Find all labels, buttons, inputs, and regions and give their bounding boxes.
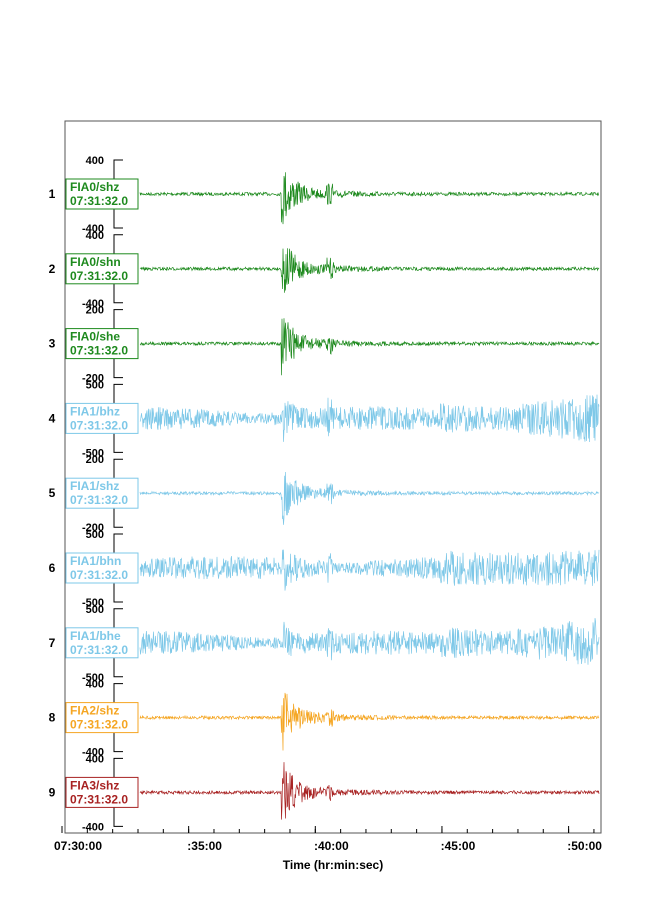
labels-group: 1400-400FIA0/shz07:31:32.02400-400FIA0/s… (49, 155, 139, 833)
amplitude-max-label: 400 (86, 230, 104, 242)
amplitude-max-label: 200 (86, 454, 104, 466)
trace-index: 6 (49, 561, 56, 575)
traces-group (139, 172, 600, 820)
trace-waveform (139, 762, 600, 820)
x-tick-label: :50:00 (567, 839, 602, 853)
channel-name: FIA1/bhe (70, 629, 121, 643)
channel-label-box (65, 328, 139, 360)
trace-waveform (139, 618, 600, 665)
channel-start-time: 07:31:32.0 (70, 194, 128, 208)
amplitude-min-label: -400 (82, 821, 104, 833)
x-tick-label: :45:00 (441, 839, 476, 853)
channel-label-box (65, 178, 139, 210)
trace-waveform (139, 471, 600, 525)
trace-index: 9 (49, 785, 56, 799)
x-tick-label: :35:00 (187, 839, 222, 853)
trace-index: 8 (49, 711, 56, 725)
trace-index: 2 (49, 262, 56, 276)
channel-name: FIA0/shn (70, 255, 121, 269)
channel-label-box (65, 702, 139, 734)
channel-start-time: 07:31:32.0 (70, 418, 128, 432)
x-axis-title: Time (hr:min:sec) (283, 858, 383, 872)
channel-label-box (65, 776, 139, 808)
channel-label-box (65, 627, 139, 659)
trace-index: 7 (49, 636, 56, 650)
amplitude-min-label: -200 (82, 373, 104, 385)
channel-start-time: 07:31:32.0 (70, 792, 128, 806)
amplitude-max-label: 400 (86, 753, 104, 765)
channel-name: FIA0/shz (70, 180, 119, 194)
trace-waveform (139, 172, 600, 225)
amplitude-min-label: -500 (82, 447, 104, 459)
trace-waveform (139, 394, 600, 443)
channel-label-box (65, 552, 139, 584)
amplitude-min-label: -500 (82, 672, 104, 684)
amplitude-min-label: -400 (82, 298, 104, 310)
channel-start-time: 07:31:32.0 (70, 643, 128, 657)
amplitude-max-label: 500 (86, 379, 104, 391)
channel-name: FIA1/shz (70, 479, 119, 493)
channel-start-time: 07:31:32.0 (70, 269, 128, 283)
amplitude-max-label: 400 (86, 155, 104, 167)
amplitude-max-label: 400 (86, 679, 104, 691)
plot-frame (64, 120, 602, 834)
channel-name: FIA1/bhz (70, 404, 120, 418)
amplitude-min-label: -400 (82, 223, 104, 235)
channel-label-box (65, 253, 139, 285)
channel-name: FIA2/shz (70, 704, 119, 718)
channel-label-box (65, 477, 139, 509)
channel-start-time: 07:31:32.0 (70, 718, 128, 732)
channel-name: FIA3/shz (70, 778, 119, 792)
trace-index: 3 (49, 337, 56, 351)
trace-index: 1 (49, 187, 56, 201)
trace-waveform (139, 692, 600, 751)
amplitude-max-label: 500 (86, 529, 104, 541)
channel-name: FIA0/she (70, 330, 120, 344)
x-axis: 07:30:00 :35:00 :40:00 :45:00 :50:00 (54, 826, 602, 853)
trace-index: 4 (49, 411, 56, 425)
amplitude-max-label: 200 (86, 305, 104, 317)
channel-start-time: 07:31:32.0 (70, 493, 128, 507)
channel-name: FIA1/bhn (70, 554, 121, 568)
amplitude-max-label: 500 (86, 604, 104, 616)
trace-index: 5 (49, 486, 56, 500)
amplitude-min-label: -400 (82, 747, 104, 759)
trace-waveform (139, 549, 600, 591)
channel-start-time: 07:31:32.0 (70, 568, 128, 582)
x-tick-label: 07:30:00 (54, 839, 102, 853)
channel-start-time: 07:31:32.0 (70, 344, 128, 358)
trace-waveform (139, 248, 600, 293)
amplitude-min-label: -200 (82, 522, 104, 534)
trace-waveform (139, 318, 600, 376)
amplitude-min-label: -500 (82, 597, 104, 609)
x-tick-label: :40:00 (314, 839, 349, 853)
channel-label-box (65, 402, 139, 434)
